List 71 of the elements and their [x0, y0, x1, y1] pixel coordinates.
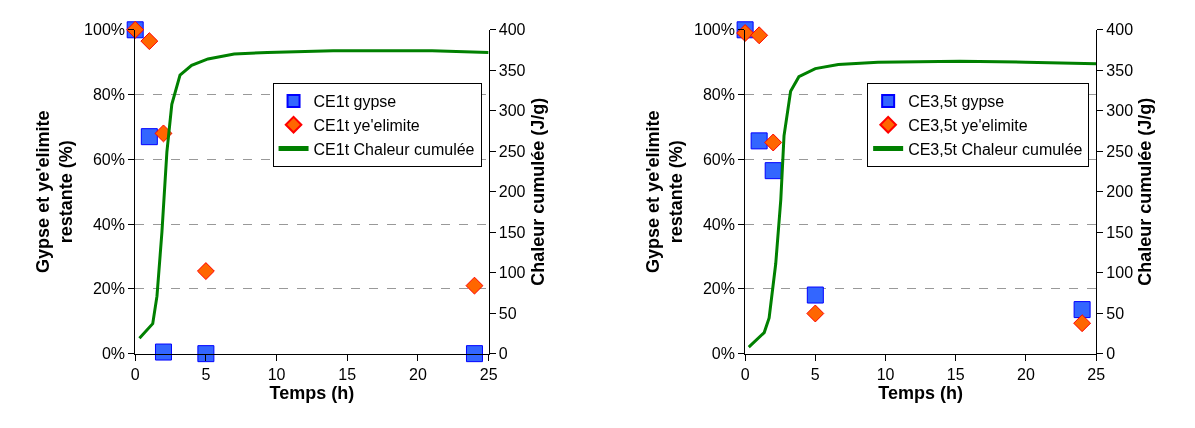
x-tick-label: 5 — [201, 365, 211, 383]
y2-tick-label: 100 — [498, 264, 526, 282]
x-tick-label: 20 — [1017, 365, 1035, 383]
y-tick-label: 0% — [711, 345, 735, 363]
y-axis-title: Gypse et ye'elimite restante (%) — [32, 110, 77, 273]
y-tick-label: 100% — [84, 21, 125, 39]
y-tick-label: 60% — [92, 150, 125, 168]
y2-tick-label: 200 — [1106, 183, 1134, 201]
x-tick-label: 10 — [267, 365, 286, 383]
y2-axis-title: Chaleur cumulée (J/g) — [1135, 97, 1156, 286]
y-axis-title: Gypse et ye'elimite restante (%) — [642, 110, 687, 273]
point — [197, 345, 215, 363]
y2-tick-label: 250 — [1106, 142, 1134, 160]
y-tick-label: 80% — [92, 86, 125, 104]
legend-label: CE3,5t gypse — [908, 93, 1005, 111]
point — [465, 345, 483, 363]
point — [1073, 301, 1091, 319]
x-tick-label: 25 — [1087, 365, 1106, 383]
y-tick-label: 20% — [92, 280, 125, 298]
legend-label: CE1t ye'elimite — [313, 116, 420, 134]
y-tick-label: 60% — [702, 150, 735, 168]
y2-tick-label: 50 — [498, 304, 517, 322]
y2-tick-label: 200 — [498, 183, 526, 201]
point — [154, 343, 172, 361]
point — [806, 286, 824, 304]
y2-tick-label: 0 — [1106, 345, 1116, 363]
x-tick-label: 5 — [810, 365, 820, 383]
y-tick-label: 100% — [693, 21, 735, 39]
y2-tick-label: 250 — [498, 142, 526, 160]
x-tick-label: 20 — [409, 365, 427, 383]
y-tick-label: 80% — [702, 86, 735, 104]
point — [140, 128, 158, 146]
x-tick-label: 15 — [946, 365, 965, 383]
x-tick-label: 10 — [876, 365, 895, 383]
y-tick-label: 40% — [702, 215, 735, 233]
point — [750, 132, 768, 150]
y2-tick-label: 0 — [498, 345, 508, 363]
y2-tick-label: 300 — [1106, 102, 1134, 120]
y2-tick-label: 50 — [1106, 304, 1125, 322]
legend-label: CE3,5t Chaleur cumulée — [908, 140, 1083, 158]
y2-tick-label: 300 — [498, 102, 526, 120]
y-tick-label: 20% — [702, 280, 735, 298]
y-tick-label: 0% — [101, 345, 125, 363]
point — [750, 26, 769, 45]
y2-tick-label: 150 — [498, 223, 526, 241]
y2-tick-label: 350 — [498, 61, 526, 79]
y2-axis-title: Chaleur cumulée (J/g) — [527, 97, 548, 286]
line-series — [137, 49, 489, 340]
point — [465, 276, 484, 295]
y2-tick-label: 400 — [1106, 21, 1134, 39]
y2-tick-label: 400 — [498, 21, 526, 39]
point — [806, 304, 825, 323]
legend-label: CE1t gypse — [313, 93, 397, 111]
x-tick-label: 0 — [740, 365, 750, 383]
point — [1073, 314, 1092, 333]
point — [196, 262, 215, 281]
x-tick-label: 15 — [338, 365, 357, 383]
y2-tick-label: 150 — [1106, 223, 1134, 241]
y-tick-label: 40% — [92, 215, 125, 233]
x-axis-title: Temps (h) — [878, 382, 963, 403]
point — [140, 32, 159, 51]
point — [764, 162, 782, 180]
x-tick-label: 0 — [130, 365, 140, 383]
y2-tick-label: 100 — [1106, 264, 1134, 282]
legend-label: CE1t Chaleur cumulée — [313, 140, 475, 158]
x-axis-title: Temps (h) — [269, 382, 355, 403]
point — [764, 133, 783, 152]
x-tick-label: 25 — [479, 365, 498, 383]
line-series — [747, 59, 1097, 349]
y2-tick-label: 350 — [1106, 61, 1134, 79]
legend-label: CE3,5t ye'elimite — [908, 116, 1028, 134]
